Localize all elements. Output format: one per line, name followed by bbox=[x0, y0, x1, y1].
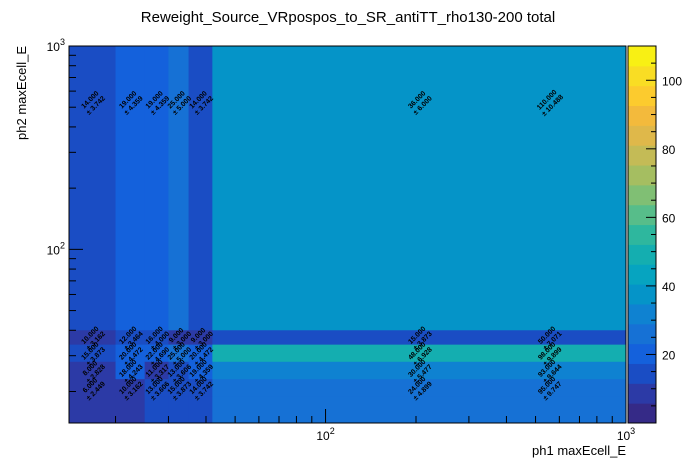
colorbar: 20 40 60 80 100 bbox=[627, 45, 682, 424]
heatmap-cell bbox=[188, 46, 213, 331]
colorbar-segment bbox=[628, 125, 656, 146]
heatmap-cell bbox=[168, 344, 190, 363]
heatmap-cell bbox=[212, 396, 627, 424]
colorbar-tick-label: 40 bbox=[662, 280, 676, 294]
colorbar-segment bbox=[628, 184, 656, 206]
colorbar-segment bbox=[628, 383, 656, 404]
heatmap-cell bbox=[115, 396, 146, 424]
colorbar-segment bbox=[628, 65, 656, 87]
heatmap-cell bbox=[69, 46, 117, 331]
y-tick-label: 103 bbox=[47, 37, 65, 54]
colorbar-tick-label: 60 bbox=[662, 211, 676, 225]
heatmap-cell bbox=[168, 46, 190, 331]
colorbar-tick-label: 100 bbox=[662, 74, 682, 88]
plot-frame bbox=[68, 45, 627, 424]
heatmap-cell bbox=[69, 330, 117, 346]
y-tick-label: 102 bbox=[47, 240, 65, 257]
heatmap-cell bbox=[188, 396, 213, 424]
heatmap-cell bbox=[69, 361, 117, 380]
heatmap-cell bbox=[188, 344, 213, 363]
colorbar-segment bbox=[628, 85, 656, 107]
colorbar-segment bbox=[628, 105, 656, 126]
heatmap-cell bbox=[115, 330, 146, 346]
colorbar-segment bbox=[628, 284, 656, 305]
heatmap-cell bbox=[115, 344, 146, 363]
heatmap-cell bbox=[69, 344, 117, 363]
heatmap-cell bbox=[115, 361, 146, 380]
colorbar-segment bbox=[628, 165, 656, 186]
x-axis-label: ph1 maxEcell_E bbox=[532, 443, 626, 458]
tick-exponent: 2 bbox=[330, 426, 335, 436]
colorbar-segment bbox=[628, 363, 656, 384]
colorbar-segment bbox=[628, 303, 656, 325]
heatmap-cell bbox=[188, 379, 213, 397]
colorbar-segment bbox=[628, 403, 656, 424]
heatmap-cell bbox=[168, 330, 190, 346]
heatmap-cell bbox=[144, 379, 169, 397]
colorbar-segment bbox=[628, 224, 656, 245]
colorbar-tick-label: 20 bbox=[662, 348, 676, 362]
heatmap-cell bbox=[212, 361, 627, 380]
chart-title: Reweight_Source_VRpospos_to_SR_antiTT_rh… bbox=[141, 9, 555, 26]
heatmap-cell bbox=[144, 330, 169, 346]
tick-exponent: 2 bbox=[60, 240, 65, 250]
colorbar-segment bbox=[628, 145, 656, 166]
x-tick-label: 103 bbox=[617, 426, 635, 443]
y-axis-label: ph2 maxEcell_E bbox=[14, 46, 29, 140]
heatmap-cell bbox=[212, 344, 627, 363]
x-axis: 102 103 bbox=[115, 409, 635, 443]
colorbar-segment bbox=[628, 244, 656, 265]
colorbar-segment bbox=[628, 343, 656, 364]
heatmap-cell bbox=[188, 330, 213, 346]
colorbar-tick-label: 80 bbox=[662, 143, 676, 157]
heatmap-cell bbox=[212, 379, 627, 397]
heatmap-cell bbox=[144, 361, 169, 380]
heatmap-cells bbox=[69, 46, 627, 424]
heatmap-cell bbox=[212, 46, 627, 331]
x-tick-label: 102 bbox=[316, 426, 334, 443]
tick-exponent: 3 bbox=[630, 426, 635, 436]
colorbar-segment bbox=[628, 264, 656, 285]
tick-base: 10 bbox=[617, 429, 631, 443]
heatmap-cell bbox=[168, 361, 190, 380]
tick-exponent: 3 bbox=[60, 37, 65, 47]
colorbar-segment bbox=[628, 46, 656, 67]
heatmap-cell bbox=[144, 396, 169, 424]
heatmap-cell bbox=[212, 330, 627, 346]
tick-base: 10 bbox=[47, 243, 61, 257]
heatmap-cell bbox=[168, 379, 190, 397]
heatmap-cell bbox=[69, 379, 117, 397]
heatmap-cell bbox=[69, 396, 117, 424]
heatmap-cell bbox=[144, 344, 169, 363]
tick-base: 10 bbox=[47, 40, 61, 54]
heatmap-cell bbox=[144, 46, 169, 331]
tick-base: 10 bbox=[316, 429, 330, 443]
heatmap-cell bbox=[115, 379, 146, 397]
heatmap-cell bbox=[188, 361, 213, 380]
colorbar-segment bbox=[628, 204, 656, 226]
colorbar-segment bbox=[628, 323, 656, 345]
heatmap-cell bbox=[115, 46, 146, 331]
heatmap-cell bbox=[168, 396, 190, 424]
